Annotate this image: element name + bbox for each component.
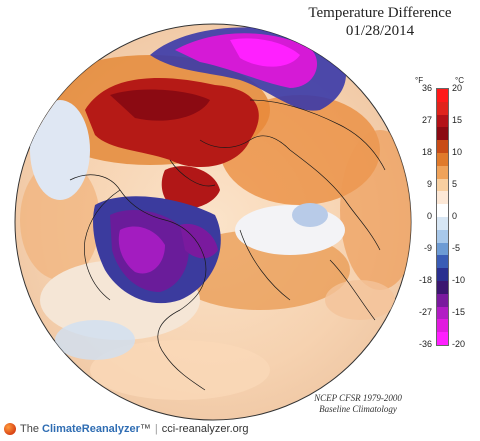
legend-tick-celsius: 20 [452,83,463,93]
legend-swatch [437,140,448,153]
brand-main: Climate [42,423,82,435]
legend-swatch [437,114,448,128]
legend-tick-fahrenheit: 9 [426,179,432,189]
legend-tick-celsius: -5 [452,243,461,253]
climate-reanalyzer-logo-icon [4,423,16,435]
legend-tick-fahrenheit: -36 [418,339,432,349]
legend-tick-celsius: -20 [452,339,466,349]
legend-swatch [437,191,448,205]
legend-swatch [437,165,448,179]
legend-tick-celsius: 15 [452,115,463,125]
baseline-note: NCEP CFSR 1979-2000 Baseline Climatology [298,393,418,415]
brand-tm: ™ [139,423,151,435]
legend-swatch [437,280,448,294]
legend-swatch [437,229,448,243]
legend-tick-celsius: 5 [452,179,458,189]
legend-tick-fahrenheit: -27 [418,307,432,317]
legend-swatch [437,319,448,333]
color-legend: °F °C 36 20 27 15 18 10 9 5 0 0 -9 -5 -18 -10 -27 -15 -3… [410,76,476,356]
legend-swatch [437,255,448,269]
brand-accent: Reanalyzer [81,423,140,435]
footer-separator: | [154,423,158,435]
legend-tick-fahrenheit: -9 [423,243,432,253]
legend-tick-celsius: -10 [452,275,466,285]
legend-tick-fahrenheit: 27 [421,115,432,125]
legend-swatch [437,216,448,230]
footer-url[interactable]: cci-reanalyzer.org [161,423,249,435]
footer-brand: The ClimateReanalyzer™ | cci-reanalyzer.… [4,423,249,435]
legend-swatch [437,152,448,166]
legend-tick-fahrenheit: 36 [421,83,432,93]
title-block: Temperature Difference 01/28/2014 [290,4,470,40]
legend-tick-fahrenheit: 0 [426,211,432,221]
map-title: Temperature Difference [308,5,452,21]
baseline-line2: Baseline Climatology [319,404,397,414]
legend-swatch [437,242,448,256]
legend-swatch [437,332,448,345]
legend-tick-fahrenheit: 18 [421,147,432,157]
legend-swatch [437,89,448,102]
legend-swatch [437,268,448,281]
legend-swatch [437,306,448,320]
brand-prefix: The [20,423,39,435]
legend-swatch [437,293,448,307]
legend-tick-celsius: -15 [452,307,466,317]
legend-unit-fahrenheit: °F [415,76,424,85]
map-date: 01/28/2014 [345,23,415,39]
legend-swatch [437,204,448,217]
legend-tick-celsius: 0 [452,211,458,221]
legend-swatch [437,127,448,141]
brand-name: The ClimateReanalyzer™ [20,423,151,435]
legend-unit-celsius: °C [455,76,464,85]
legend-swatch [437,101,448,115]
anomaly-layer [20,27,411,400]
coastlines [69,99,386,391]
legend-swatch [437,178,448,192]
legend-tick-fahrenheit: -18 [418,275,432,285]
legend-color-bar [436,88,449,346]
baseline-line1: NCEP CFSR 1979-2000 [314,393,402,403]
legend-tick-celsius: 10 [452,147,463,157]
